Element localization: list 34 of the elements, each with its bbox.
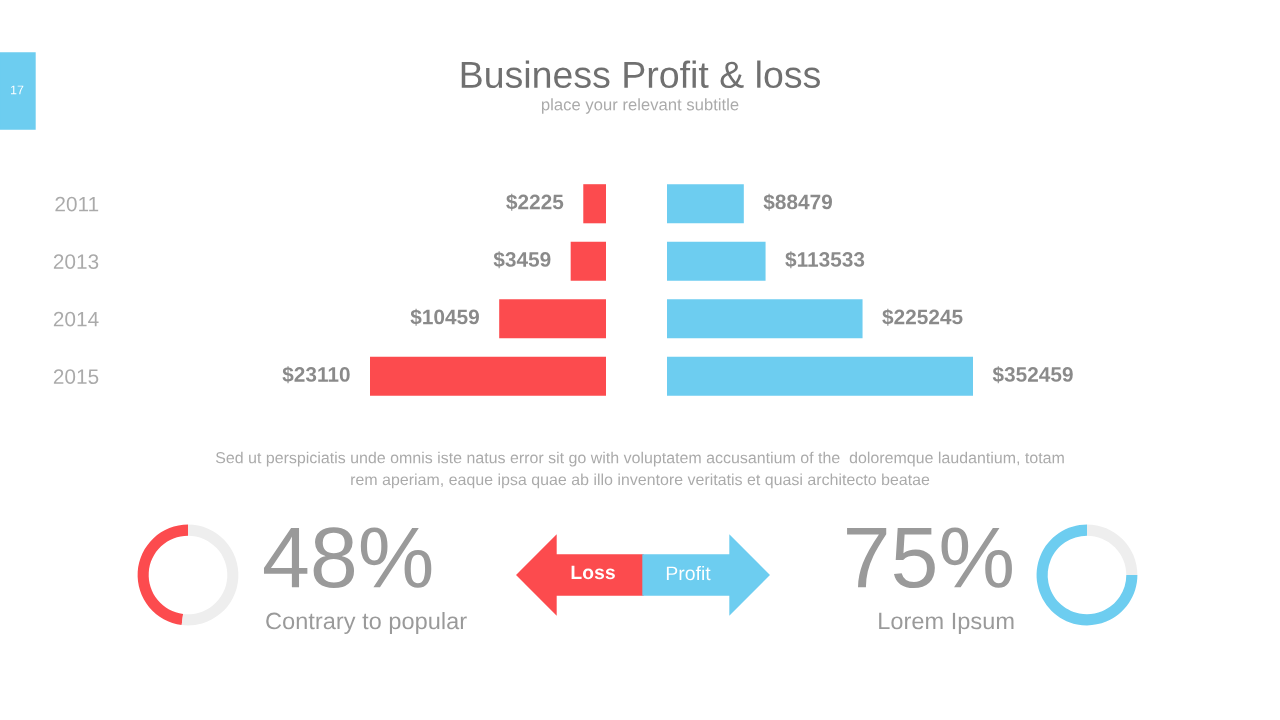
y-tick-label: 2015: [53, 369, 99, 384]
data-label: $352459: [992, 366, 1073, 384]
bar: [370, 356, 606, 396]
text: 17: [11, 85, 24, 95]
y-tick-label: 2013: [53, 254, 99, 269]
text: 48%: [263, 527, 432, 589]
data-label: $113533: [785, 251, 865, 269]
data-label: $88479: [763, 193, 833, 211]
data-label: $3459: [493, 251, 551, 269]
bar: [499, 299, 606, 339]
text: place your relevant subtitle: [541, 98, 739, 114]
donut-slice: [181, 524, 239, 626]
bar: [667, 184, 744, 224]
text: Profit: [666, 565, 711, 581]
y-tick-label: 2014: [53, 311, 99, 327]
bar: [667, 299, 863, 339]
bar: [570, 241, 606, 281]
chart-title: Business Profit & loss: [461, 60, 820, 89]
donut-slice: [137, 524, 188, 625]
data-label: $23110: [282, 366, 350, 384]
donut-slice: [1087, 524, 1138, 575]
data-label: $2225: [506, 193, 564, 211]
donut-slice: [1036, 524, 1138, 626]
data-label: $225245: [882, 308, 963, 326]
text: Loss: [571, 565, 615, 580]
text: Contrary to popular: [266, 611, 467, 634]
bar: [667, 241, 766, 281]
text: 75%: [847, 527, 1012, 589]
text: Sed ut perspiciatis unde omnis iste natus error sit go with voluptatem accusantium of the doloremque laudantium, totam rem aperiam, eaque ipsa quae ab illo inventore veritatis et quasi architecto beatae: [215, 451, 1064, 489]
text: Lorem Ipsum: [879, 612, 1014, 634]
y-tick-label: 2011: [55, 196, 99, 212]
bar: [583, 184, 606, 224]
bar: [667, 356, 973, 396]
data-label: $10459: [410, 308, 479, 326]
